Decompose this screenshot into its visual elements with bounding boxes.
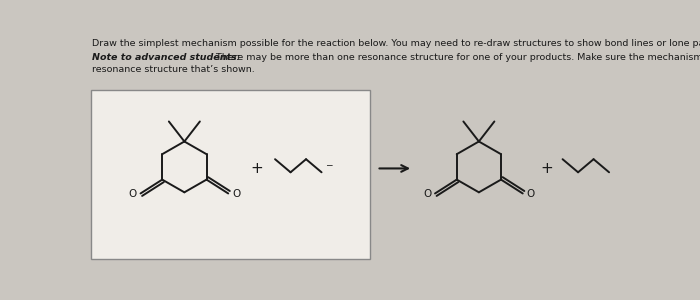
Text: O: O [526, 189, 535, 199]
Text: There may be more than one resonance structure for one of your products. Make su: There may be more than one resonance str… [213, 53, 700, 62]
Text: −: − [325, 160, 332, 169]
FancyBboxPatch shape [92, 90, 370, 259]
Text: +: + [250, 161, 262, 176]
Text: O: O [423, 189, 431, 199]
Text: O: O [128, 189, 136, 199]
Text: Draw the simplest mechanism possible for the reaction below. You may need to re-: Draw the simplest mechanism possible for… [92, 39, 700, 48]
Text: Note to advanced students:: Note to advanced students: [92, 53, 241, 62]
Text: +: + [540, 161, 553, 176]
Text: O: O [232, 189, 240, 199]
Text: resonance structure that’s shown.: resonance structure that’s shown. [92, 65, 255, 74]
